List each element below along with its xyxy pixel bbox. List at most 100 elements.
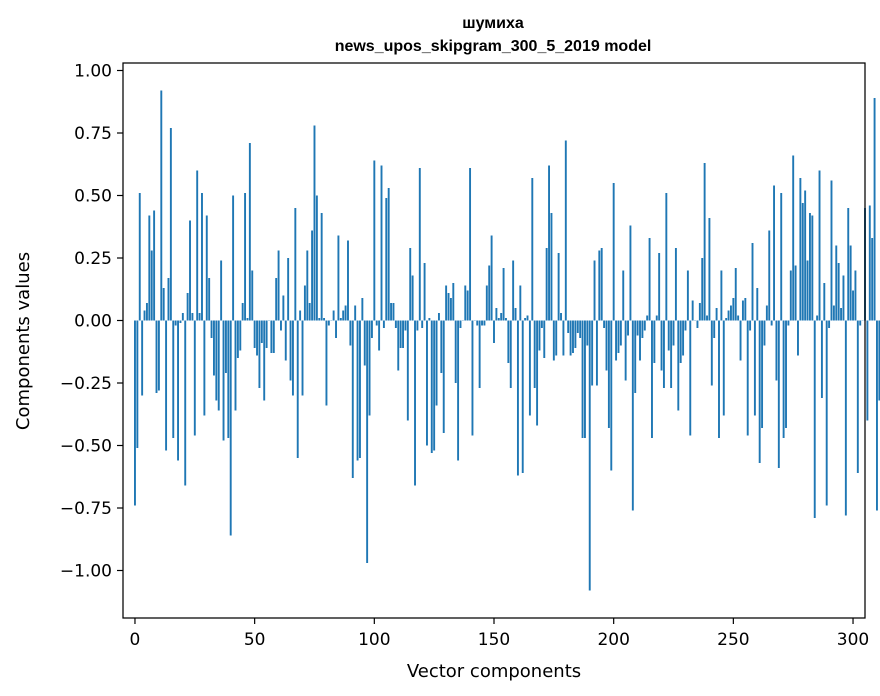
bar	[758, 320, 761, 463]
y-tick-label: 0.75	[74, 124, 112, 144]
bar	[227, 320, 230, 438]
x-tick-label: 200	[597, 630, 629, 650]
bar	[725, 318, 728, 321]
bar	[521, 320, 524, 473]
bar	[349, 320, 352, 346]
bar	[691, 300, 694, 321]
bar	[849, 245, 852, 321]
bar	[825, 320, 828, 506]
bar	[722, 320, 725, 416]
x-axis: 0 50 100 150 200 250 300	[130, 618, 869, 650]
bar	[662, 320, 665, 388]
bar	[294, 208, 297, 321]
bar	[876, 320, 878, 511]
bar	[500, 313, 503, 321]
bar	[394, 320, 397, 328]
bar	[806, 260, 809, 321]
bar	[871, 238, 874, 321]
bar	[777, 320, 780, 468]
bar	[514, 308, 517, 321]
bar	[629, 225, 632, 321]
bar	[634, 320, 637, 393]
bar	[236, 320, 239, 358]
bar	[574, 320, 577, 348]
bar	[239, 320, 242, 351]
bar	[406, 320, 409, 421]
bar	[557, 253, 560, 321]
bar	[718, 320, 720, 438]
bar	[177, 320, 179, 461]
bar	[545, 248, 548, 321]
bar	[753, 320, 756, 416]
bar	[615, 320, 618, 361]
bar	[844, 320, 847, 516]
bar	[186, 293, 189, 321]
bar	[363, 320, 366, 366]
bar	[768, 230, 771, 321]
bar	[756, 288, 759, 321]
bar	[639, 320, 641, 361]
bar	[416, 320, 419, 331]
bar	[402, 320, 404, 348]
bar	[471, 320, 474, 436]
bar	[280, 320, 282, 331]
bar	[622, 270, 625, 321]
bar	[698, 303, 701, 321]
bar	[201, 193, 203, 321]
bar	[679, 320, 682, 363]
bar	[610, 320, 613, 471]
bar	[820, 320, 823, 398]
bar	[828, 320, 831, 328]
bar	[265, 320, 268, 348]
y-axis-label: Components values	[13, 252, 34, 430]
bar	[469, 168, 472, 321]
bar	[569, 320, 572, 356]
bar	[780, 193, 783, 321]
bar	[600, 248, 603, 321]
bar	[478, 320, 481, 388]
bar	[516, 320, 519, 476]
bar	[667, 320, 670, 351]
bar	[179, 320, 182, 323]
bar	[572, 320, 574, 353]
bar	[174, 320, 177, 326]
x-axis-label: Vector components	[407, 661, 581, 682]
bar	[703, 163, 706, 321]
bar	[799, 178, 802, 321]
bar	[584, 320, 586, 438]
bar	[789, 270, 792, 321]
bar	[660, 320, 663, 371]
bar	[672, 320, 675, 346]
bar	[411, 275, 414, 321]
bar	[847, 208, 850, 321]
bar	[437, 313, 440, 321]
bar	[528, 320, 531, 416]
bar	[787, 320, 790, 326]
bar	[203, 320, 206, 416]
bar	[497, 318, 500, 321]
bar	[797, 320, 799, 356]
bar	[299, 310, 302, 321]
bars-group	[134, 90, 880, 591]
bar	[749, 320, 752, 331]
y-axis: 1.00 0.75 0.50 0.25 0.00 −0.25 −0.50 −0.75 −1.00	[60, 62, 123, 582]
bar	[782, 320, 785, 438]
bar	[284, 320, 287, 361]
bar	[624, 320, 627, 381]
y-tick-label: −0.50	[60, 437, 112, 457]
bar	[715, 308, 718, 321]
bar	[189, 220, 191, 321]
bar	[165, 320, 168, 451]
bar	[289, 320, 292, 381]
bar	[347, 240, 349, 321]
bar	[567, 320, 570, 333]
bar	[387, 188, 390, 321]
bar	[751, 243, 754, 321]
bar	[167, 278, 170, 321]
bar	[856, 320, 859, 473]
bar	[801, 203, 804, 321]
bar	[588, 320, 591, 591]
bar	[224, 320, 227, 373]
